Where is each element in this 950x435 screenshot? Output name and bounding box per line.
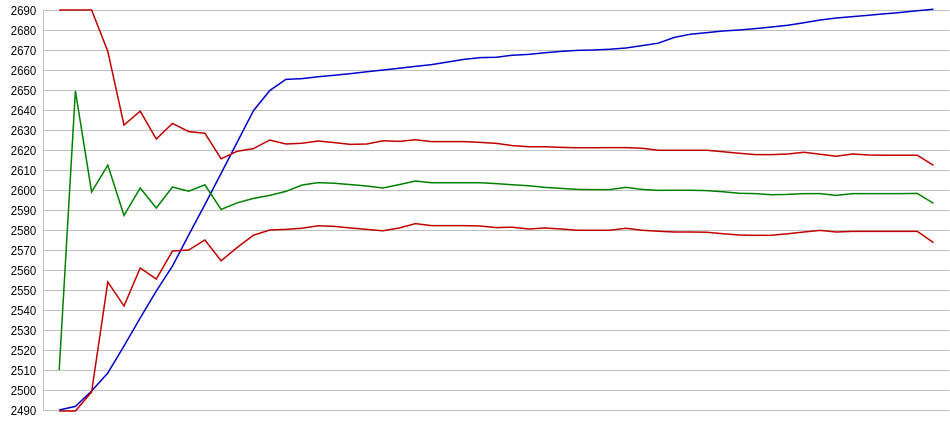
svg-text:2620: 2620 — [11, 144, 36, 158]
svg-text:2660: 2660 — [11, 64, 36, 78]
svg-text:2490: 2490 — [11, 404, 36, 418]
svg-text:2570: 2570 — [11, 244, 36, 258]
svg-text:2690: 2690 — [11, 4, 36, 18]
svg-text:2520: 2520 — [11, 344, 36, 358]
svg-text:2560: 2560 — [11, 264, 36, 278]
svg-text:2540: 2540 — [11, 304, 36, 318]
svg-text:2600: 2600 — [11, 184, 36, 198]
svg-text:2610: 2610 — [11, 164, 36, 178]
svg-text:2550: 2550 — [11, 284, 36, 298]
svg-text:2630: 2630 — [11, 124, 36, 138]
svg-text:2680: 2680 — [11, 24, 36, 38]
svg-text:2590: 2590 — [11, 204, 36, 218]
svg-text:2640: 2640 — [11, 104, 36, 118]
svg-text:2500: 2500 — [11, 384, 36, 398]
svg-text:2650: 2650 — [11, 84, 36, 98]
svg-text:2580: 2580 — [11, 224, 36, 238]
svg-text:2510: 2510 — [11, 364, 36, 378]
svg-text:2530: 2530 — [11, 324, 36, 338]
svg-text:2670: 2670 — [11, 44, 36, 58]
